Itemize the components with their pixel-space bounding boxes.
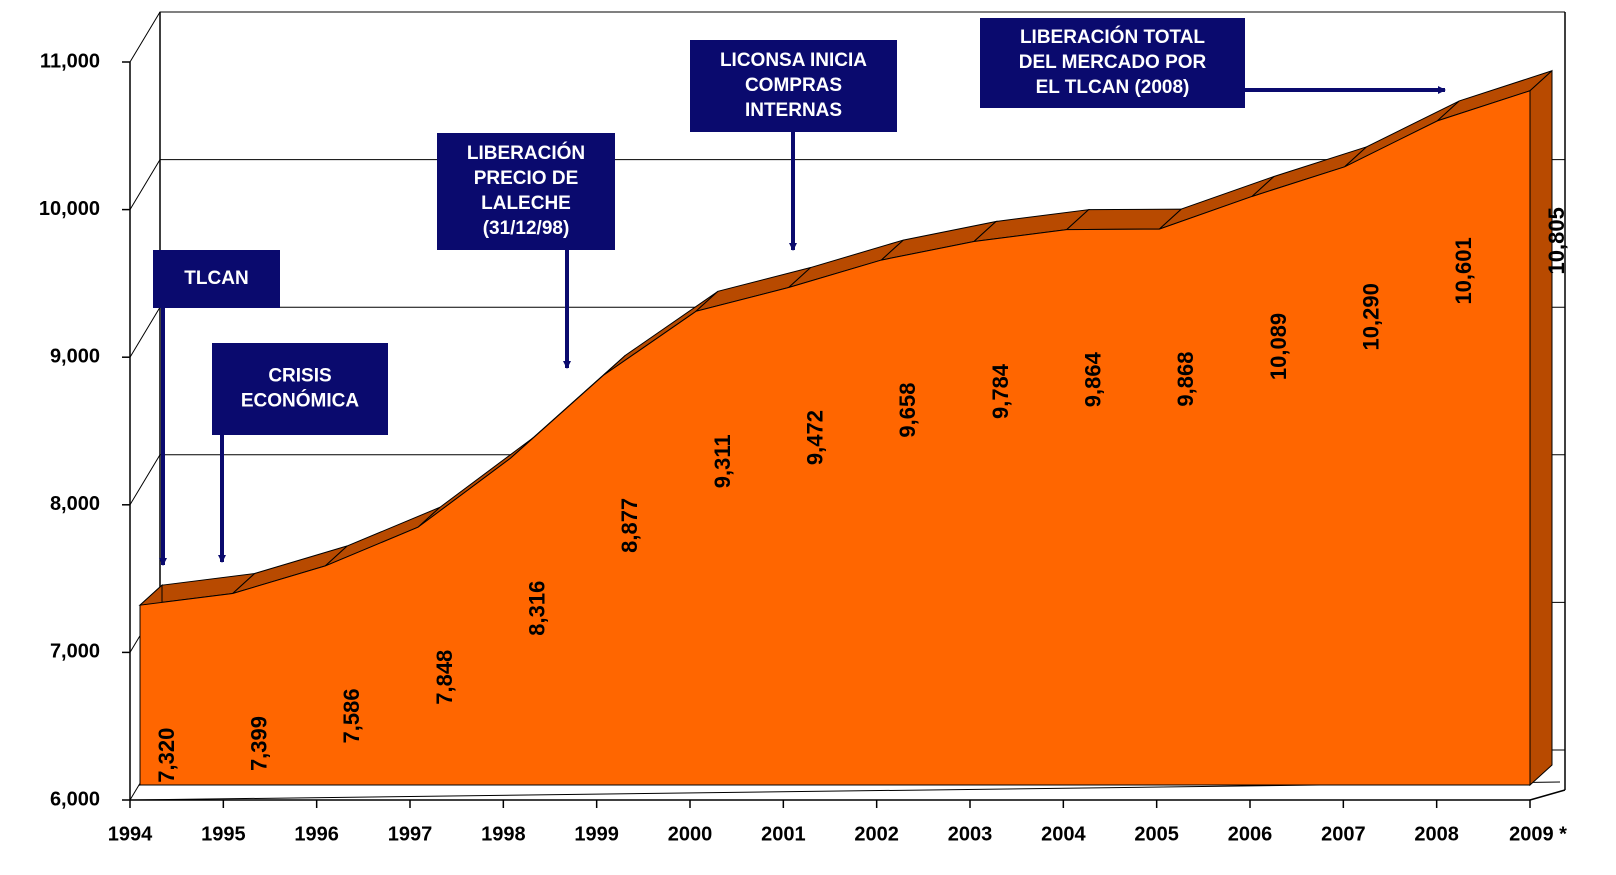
y-tick-label: 8,000 [50, 493, 100, 515]
value-label: 7,320 [154, 728, 179, 783]
x-tick-label: 1997 [388, 823, 433, 845]
annotation-text: LIBERACIÓN TOTAL [1020, 26, 1205, 48]
y-tick-label: 9,000 [50, 345, 100, 367]
annotation-text: TLCAN [184, 268, 248, 289]
x-tick-label: 1999 [574, 823, 619, 845]
x-tick-label: 2000 [668, 823, 713, 845]
annotation-text: PRECIO DE [474, 168, 579, 189]
value-label: 7,586 [339, 688, 364, 743]
annotation-text: LIBERACIÓN [467, 142, 585, 164]
floor-edge [1529, 789, 1566, 801]
x-tick-label: 1996 [294, 823, 339, 845]
annotation-text: ECONÓMICA [241, 390, 360, 412]
value-label: 8,316 [524, 581, 549, 636]
value-label: 9,868 [1173, 352, 1198, 407]
grid-line [129, 159, 1565, 210]
annotation-text: INTERNAS [745, 100, 842, 121]
x-tick-label: 1995 [201, 823, 246, 845]
y-tick-label: 7,000 [50, 641, 100, 663]
x-tick-label: 2001 [761, 823, 806, 845]
value-label: 9,784 [988, 363, 1013, 419]
value-label: 10,290 [1358, 283, 1383, 350]
annotation-box [437, 133, 615, 250]
x-tick-label: 2006 [1228, 823, 1273, 845]
value-label: 10,601 [1451, 237, 1476, 304]
x-tick-label: 1994 [108, 823, 153, 845]
value-label: 9,472 [802, 410, 827, 465]
value-label: 9,864 [1080, 351, 1105, 407]
annotation-box [153, 250, 280, 308]
annotation-text: CRISIS [268, 366, 331, 387]
annotation-text: COMPRAS [745, 75, 842, 96]
value-label: 7,848 [432, 650, 457, 705]
annotation-text: DEL MERCADO POR [1019, 52, 1207, 73]
y-tick-label: 10,000 [39, 198, 100, 220]
x-tick-label: 2005 [1134, 823, 1179, 845]
x-tick-label: 2002 [854, 823, 899, 845]
value-label: 7,399 [246, 716, 271, 771]
value-label: 9,658 [895, 383, 920, 438]
annotation-box [690, 40, 897, 132]
x-tick-label: 2009 * [1509, 823, 1567, 845]
x-tick-label: 1998 [481, 823, 526, 845]
value-label: 10,089 [1266, 313, 1291, 380]
value-label: 8,877 [617, 498, 642, 553]
grid-line [129, 11, 1565, 63]
annotation-text: (31/12/98) [483, 218, 570, 239]
x-tick-label: 2007 [1321, 823, 1366, 845]
annotation-box [980, 18, 1245, 108]
value-label: 10,805 [1544, 207, 1569, 274]
area [139, 90, 1531, 786]
annotation-text: LICONSA INICIA [720, 50, 867, 71]
area-side-face [1529, 69, 1553, 787]
y-tick-label: 11,000 [40, 50, 100, 72]
annotation-text: LALECHE [481, 193, 571, 214]
x-tick-label: 2003 [948, 823, 993, 845]
x-tick-label: 2004 [1041, 823, 1086, 845]
value-label: 9,311 [710, 434, 735, 488]
annotation-box [212, 343, 388, 435]
y-tick-label: 6,000 [50, 788, 100, 810]
annotation-text: EL TLCAN (2008) [1036, 77, 1190, 98]
x-tick-label: 2008 [1414, 823, 1459, 845]
